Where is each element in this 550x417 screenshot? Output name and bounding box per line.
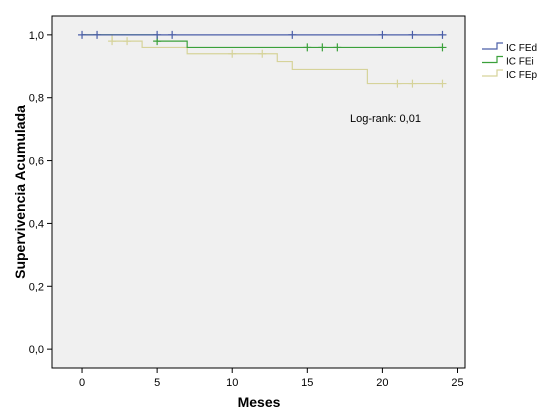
censor-mark <box>408 30 417 39</box>
censor-mark <box>93 30 102 39</box>
censor-mark <box>123 37 132 46</box>
y-axis-title: Supervivencia Acumulada <box>12 105 28 279</box>
censor-mark <box>108 37 117 46</box>
y-tick-label: 1,0 <box>29 30 44 42</box>
x-axis: 0 5 10 15 20 25 <box>79 368 464 389</box>
legend-swatch <box>482 69 503 77</box>
censor-mark <box>78 30 87 39</box>
censor-mark <box>438 30 447 39</box>
series-layer <box>78 30 447 88</box>
x-tick-label: 5 <box>154 377 160 389</box>
censor-mark <box>303 43 312 52</box>
censor-mark <box>288 30 297 39</box>
legend: IC FEd IC FEi IC FEp <box>482 42 538 81</box>
legend-swatch <box>482 42 503 50</box>
censor-mark <box>228 49 237 58</box>
censor-mark <box>258 49 267 58</box>
x-tick-label: 15 <box>301 377 313 389</box>
x-tick-label: 0 <box>79 377 85 389</box>
x-tick-label: 10 <box>226 377 238 389</box>
censor-mark <box>393 79 402 88</box>
y-tick-label: 0,4 <box>29 218 44 230</box>
censor-mark <box>438 79 447 88</box>
censor-mark <box>408 79 417 88</box>
legend-label: IC FEd <box>506 43 537 54</box>
y-tick-label: 0,2 <box>29 281 44 293</box>
y-tick-label: 0,8 <box>29 93 44 105</box>
censor-mark <box>318 43 327 52</box>
series-ic-fep <box>82 34 447 88</box>
plot-area <box>51 15 466 369</box>
censor-mark <box>438 43 447 52</box>
y-tick-label: 0,6 <box>29 156 44 168</box>
censor-mark <box>333 43 342 52</box>
legend-label: IC FEi <box>506 57 534 68</box>
legend-swatch <box>482 55 503 64</box>
censor-mark <box>153 30 162 39</box>
legend-label: IC FEp <box>506 70 538 81</box>
censor-mark <box>168 30 177 39</box>
y-tick-label: 0,0 <box>29 344 44 356</box>
x-axis-title: Meses <box>238 394 281 410</box>
censor-mark <box>378 30 387 39</box>
x-tick-label: 25 <box>451 377 463 389</box>
y-axis: 0,0 0,2 0,4 0,6 0,8 1,0 <box>29 30 52 356</box>
log-rank-annotation: Log-rank: 0,01 <box>350 113 421 125</box>
series-ic-fed <box>78 30 447 39</box>
x-tick-label: 20 <box>376 377 388 389</box>
